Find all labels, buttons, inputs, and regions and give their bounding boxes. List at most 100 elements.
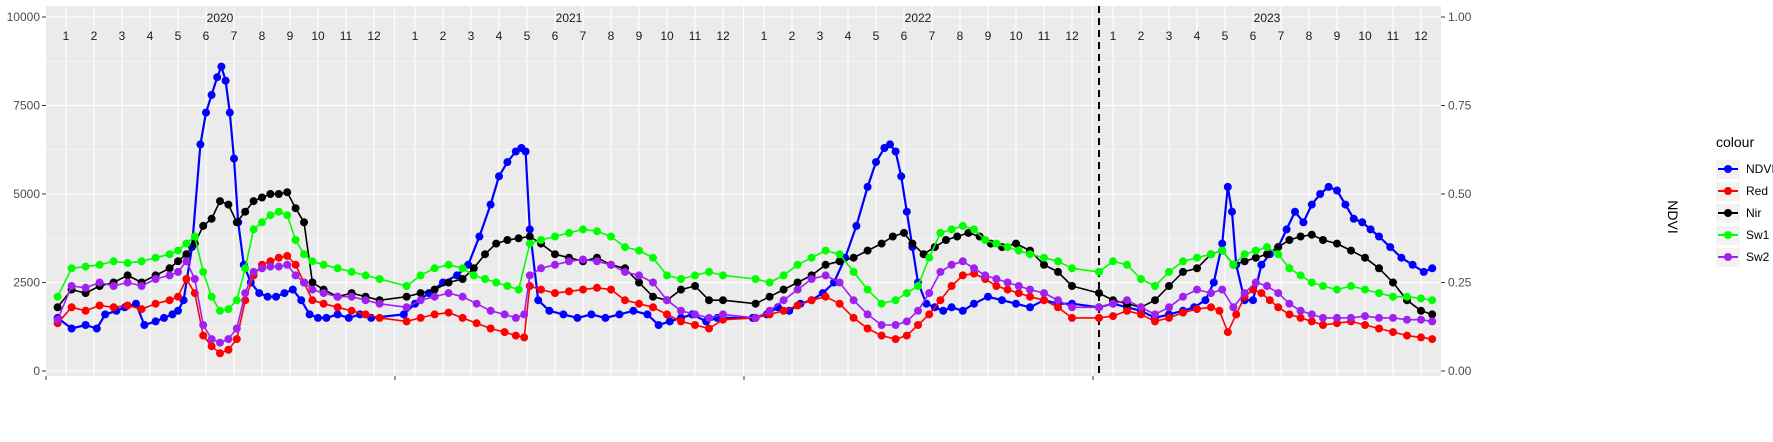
data-point [719, 310, 727, 319]
data-point [891, 147, 900, 156]
y-tick-label: 1.00 [1448, 10, 1472, 24]
data-point [430, 285, 439, 294]
data-point [319, 299, 328, 308]
data-point [1428, 317, 1437, 326]
data-point [199, 267, 208, 276]
data-point [970, 264, 978, 273]
data-point [224, 305, 233, 314]
data-point [888, 232, 897, 241]
data-point [249, 225, 258, 234]
year-label: 2022 [905, 11, 932, 25]
data-point [914, 306, 922, 315]
data-point [1428, 296, 1437, 305]
y-tick-label: 0.50 [1448, 187, 1472, 201]
data-point [266, 190, 275, 198]
data-point [525, 239, 534, 248]
month-label: 4 [496, 29, 503, 43]
data-point [601, 313, 610, 322]
data-point [649, 278, 657, 287]
data-point [579, 255, 587, 264]
data-point [1095, 313, 1103, 322]
data-point [375, 299, 384, 308]
data-point [258, 193, 266, 202]
data-point [1012, 299, 1020, 308]
data-point [587, 310, 596, 319]
y-axis-right: 0.00 0.25 0.50 0.75 1.00 [1441, 10, 1472, 378]
data-point [1068, 282, 1076, 290]
data-point [283, 260, 292, 269]
data-point [151, 253, 160, 262]
data-point [1274, 289, 1283, 298]
data-point [1358, 218, 1367, 227]
data-point [821, 246, 830, 255]
data-point [444, 260, 453, 269]
data-point [1408, 260, 1417, 269]
data-point [751, 313, 760, 322]
month-label: 5 [1222, 29, 1229, 43]
data-point [705, 267, 713, 276]
data-point [635, 271, 643, 280]
data-point [914, 282, 922, 290]
data-point [67, 282, 76, 290]
data-point [1397, 253, 1406, 262]
data-point [573, 313, 582, 322]
month-label: 5 [175, 29, 182, 43]
month-label: 1 [63, 29, 70, 43]
data-point [593, 257, 601, 266]
data-point [537, 236, 545, 244]
data-point [333, 303, 342, 312]
data-point [174, 292, 182, 301]
data-point [992, 275, 1001, 283]
data-point [947, 303, 956, 312]
data-point [308, 257, 317, 266]
data-point [151, 317, 160, 326]
data-point [863, 246, 872, 255]
data-point [1291, 207, 1299, 216]
series-layer [53, 62, 1437, 358]
data-point [458, 275, 467, 283]
data-point [1347, 246, 1355, 255]
data-point [160, 313, 168, 322]
data-point [551, 232, 559, 241]
data-point [1389, 328, 1397, 337]
data-point [891, 335, 900, 344]
data-point [534, 296, 543, 305]
month-label: 10 [1358, 29, 1372, 43]
data-point [1151, 296, 1159, 305]
data-point [1040, 260, 1048, 269]
data-point [1251, 278, 1260, 287]
data-point [705, 313, 713, 322]
data-point [1109, 257, 1117, 266]
data-point [579, 225, 587, 234]
data-point [1296, 271, 1305, 280]
data-point [1123, 260, 1131, 269]
data-point [1282, 225, 1291, 234]
data-point [947, 282, 956, 290]
data-point [643, 310, 652, 319]
data-point [132, 299, 140, 308]
data-point [525, 271, 534, 280]
data-point [970, 299, 978, 308]
data-point [807, 253, 816, 262]
data-point [1109, 312, 1117, 321]
data-point [1319, 282, 1327, 290]
data-point [1014, 282, 1023, 290]
data-point [607, 232, 615, 241]
month-label: 10 [660, 29, 674, 43]
data-point [1151, 310, 1159, 319]
data-point [230, 154, 238, 163]
data-point [291, 271, 300, 280]
month-label: 5 [524, 29, 531, 43]
data-point [375, 275, 384, 283]
data-point [807, 275, 816, 283]
data-point [81, 321, 90, 329]
data-point [1207, 303, 1215, 312]
data-point [607, 285, 615, 294]
data-point [1333, 285, 1341, 294]
data-point [902, 207, 911, 216]
data-point [629, 306, 638, 315]
data-point [1193, 253, 1201, 262]
data-point [224, 345, 233, 354]
data-point [1296, 313, 1305, 322]
data-point [174, 306, 182, 315]
